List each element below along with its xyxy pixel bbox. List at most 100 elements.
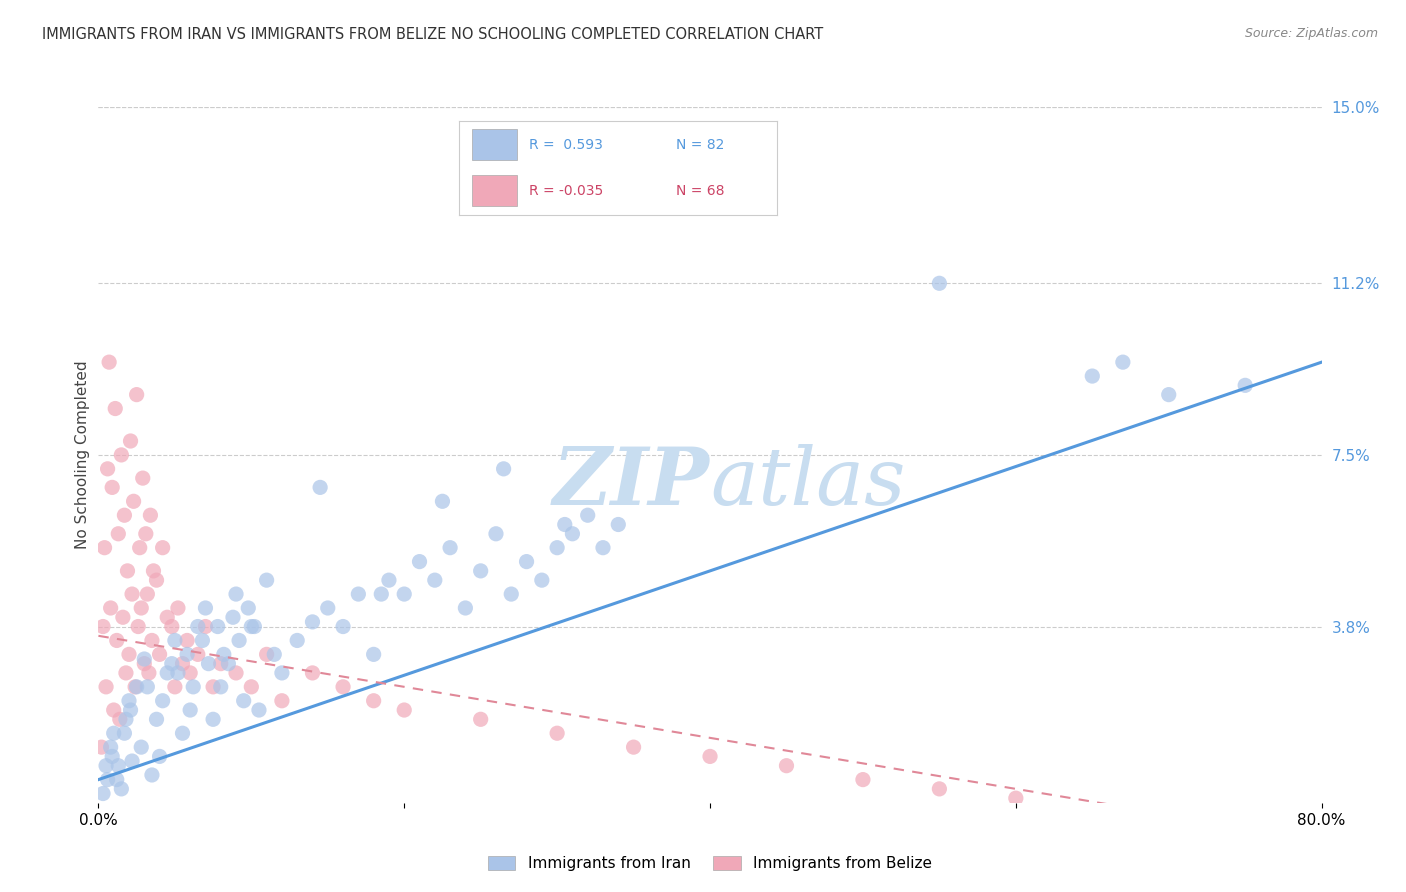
Point: [149, 648, 172, 662]
Point: [439, 541, 461, 555]
Point: [111, 610, 134, 624]
Point: [101, 480, 124, 494]
Point: [247, 703, 270, 717]
Point: [332, 619, 354, 633]
Point: [392, 703, 416, 717]
Point: [270, 694, 294, 708]
Point: [160, 619, 183, 633]
Point: [141, 633, 163, 648]
Text: IMMIGRANTS FROM IRAN VS IMMIGRANTS FROM BELIZE NO SCHOOLING COMPLETED CORRELATIO: IMMIGRANTS FROM IRAN VS IMMIGRANTS FROM …: [42, 27, 824, 42]
Point: [363, 648, 385, 662]
Point: [167, 665, 190, 680]
Point: [125, 387, 148, 401]
Point: [91, 787, 114, 801]
Point: [207, 619, 229, 633]
Point: [112, 508, 135, 523]
Point: [202, 712, 225, 726]
Point: [301, 615, 323, 629]
Point: [176, 648, 198, 662]
Point: [97, 772, 120, 787]
Point: [623, 740, 645, 755]
Point: [90, 740, 112, 755]
Point: [172, 657, 194, 671]
Point: [202, 680, 225, 694]
Point: [97, 462, 120, 476]
Point: [316, 601, 339, 615]
Point: [194, 601, 217, 615]
Point: [122, 494, 145, 508]
Point: [347, 587, 370, 601]
Point: [93, 541, 115, 555]
Point: [120, 703, 142, 717]
Point: [212, 648, 235, 662]
Point: [132, 471, 155, 485]
Point: [209, 680, 232, 694]
Point: [172, 726, 194, 740]
Point: [928, 781, 950, 796]
Point: [103, 703, 125, 717]
Point: [699, 749, 721, 764]
Point: [160, 657, 183, 671]
Point: [928, 277, 950, 291]
Point: [152, 541, 174, 555]
Point: [107, 758, 129, 772]
Point: [179, 665, 201, 680]
Point: [1081, 369, 1104, 384]
Point: [145, 712, 167, 726]
Point: [423, 573, 446, 587]
Point: [1081, 819, 1104, 833]
Point: [470, 564, 492, 578]
Point: [485, 526, 508, 541]
Point: [179, 703, 201, 717]
Text: Source: ZipAtlas.com: Source: ZipAtlas.com: [1244, 27, 1378, 40]
Point: [134, 652, 156, 666]
Point: [115, 712, 138, 726]
Point: [105, 633, 128, 648]
Point: [576, 508, 599, 523]
Point: [232, 694, 254, 708]
Point: [1157, 387, 1180, 401]
Point: [176, 633, 198, 648]
Point: [1112, 355, 1135, 369]
Point: [222, 610, 245, 624]
Point: [118, 648, 141, 662]
Point: [194, 619, 217, 633]
Point: [120, 434, 142, 448]
Point: [141, 768, 163, 782]
Point: [138, 665, 160, 680]
Point: [110, 448, 132, 462]
Point: [142, 564, 165, 578]
Point: [100, 740, 122, 755]
Point: [187, 648, 209, 662]
Point: [129, 601, 152, 615]
Point: [163, 680, 186, 694]
Point: [243, 619, 266, 633]
Point: [492, 462, 515, 476]
Point: [110, 781, 132, 796]
Point: [561, 526, 583, 541]
Point: [263, 648, 285, 662]
Point: [105, 772, 128, 787]
Point: [256, 648, 278, 662]
Point: [285, 633, 308, 648]
Point: [370, 587, 392, 601]
Point: [332, 680, 354, 694]
Point: [136, 680, 159, 694]
Point: [775, 758, 797, 772]
Point: [98, 355, 121, 369]
Point: [101, 749, 124, 764]
Point: [530, 573, 553, 587]
Point: [128, 541, 150, 555]
Legend: Immigrants from Iran, Immigrants from Belize: Immigrants from Iran, Immigrants from Be…: [481, 848, 939, 879]
Point: [501, 587, 523, 601]
Point: [607, 517, 630, 532]
Point: [117, 564, 139, 578]
Point: [1004, 791, 1026, 805]
Point: [118, 694, 141, 708]
Point: [152, 694, 174, 708]
Point: [115, 665, 138, 680]
Point: [516, 555, 538, 569]
Point: [470, 712, 492, 726]
Point: [228, 633, 250, 648]
Point: [554, 517, 576, 532]
